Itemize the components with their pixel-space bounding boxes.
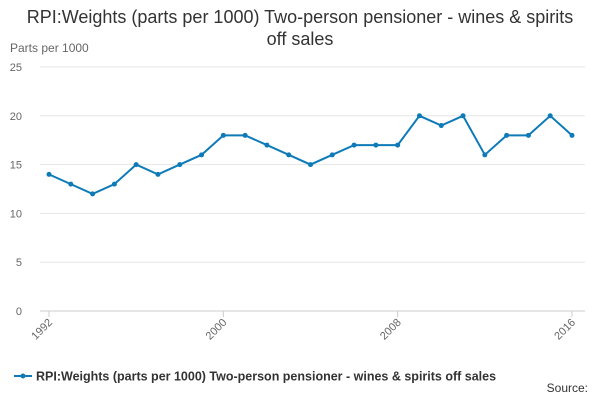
point [351, 142, 357, 148]
point [199, 152, 205, 158]
x-tick-label: 2008 [378, 317, 404, 343]
point [286, 152, 292, 158]
point [46, 171, 52, 177]
point [547, 113, 553, 119]
point [416, 113, 422, 119]
legend-marker [20, 373, 26, 379]
y-tick-label: 5 [16, 257, 22, 269]
point [482, 152, 488, 158]
point [395, 142, 401, 148]
point [504, 132, 510, 138]
y-axis-label: Parts per 1000 [10, 41, 89, 55]
point [155, 171, 161, 177]
point [569, 132, 575, 138]
point [220, 132, 226, 138]
y-tick-label: 10 [10, 208, 22, 220]
line [48, 114, 573, 195]
x-tick-label: 1992 [29, 317, 55, 343]
point [329, 152, 335, 158]
point [111, 181, 117, 187]
point [264, 142, 270, 148]
point [242, 132, 248, 138]
point [308, 162, 313, 168]
point [133, 162, 139, 168]
x-tick-label: 2000 [204, 317, 230, 343]
y-tick-label: 25 [10, 62, 22, 74]
point [438, 123, 444, 129]
point [177, 162, 183, 168]
chart-title: RPI:Weights (parts per 1000) Two-person … [26, 7, 574, 49]
point [373, 142, 379, 148]
point [460, 113, 466, 119]
x-tick-label: 2016 [552, 317, 578, 343]
legend-label: RPI:Weights (parts per 1000) Two-person … [36, 370, 496, 384]
source: Source: [547, 381, 588, 395]
point [90, 191, 96, 197]
point [68, 181, 74, 187]
y-tick-label: 15 [10, 160, 22, 172]
point [525, 132, 531, 138]
y-tick-label: 0 [16, 306, 22, 318]
y-tick-label: 20 [10, 111, 22, 123]
